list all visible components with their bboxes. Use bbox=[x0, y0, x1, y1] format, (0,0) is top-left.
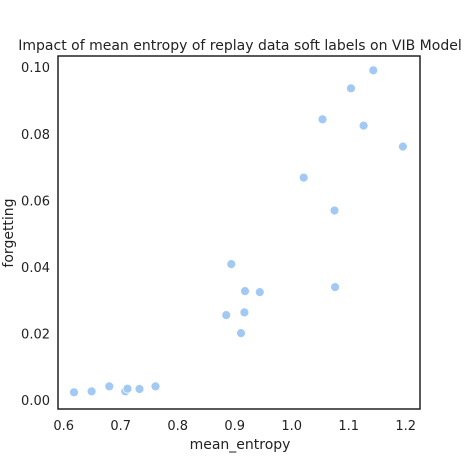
x-axis-label: mean_entropy bbox=[190, 437, 291, 453]
scatter-point bbox=[368, 65, 379, 76]
scatter-point bbox=[226, 259, 237, 270]
scatter-point bbox=[239, 307, 250, 318]
plot-frame bbox=[57, 55, 421, 410]
y-tick-label: 0.00 bbox=[21, 394, 50, 409]
scatter-point bbox=[221, 310, 232, 321]
x-tick-label: 1.2 bbox=[395, 419, 416, 434]
y-tick-label: 0.02 bbox=[21, 328, 50, 343]
y-tick-labels: 0.00 0.02 0.04 0.06 0.08 0.10 bbox=[21, 61, 50, 409]
y-tick-label: 0.06 bbox=[21, 194, 50, 209]
scatter-point bbox=[397, 141, 408, 152]
scatter-point bbox=[358, 120, 369, 131]
x-tick-label: 1.0 bbox=[281, 419, 302, 434]
scatter-point bbox=[122, 383, 133, 394]
scatter-point bbox=[86, 386, 97, 397]
x-tick-label: 0.7 bbox=[110, 419, 131, 434]
y-tick-label: 0.08 bbox=[21, 128, 50, 143]
x-tick-label: 1.1 bbox=[338, 419, 359, 434]
x-tick-label: 0.6 bbox=[53, 419, 74, 434]
scatter-point bbox=[69, 387, 79, 398]
scatter-point bbox=[254, 287, 265, 298]
y-tick-label: 0.10 bbox=[21, 61, 50, 76]
y-tick-label: 0.04 bbox=[21, 261, 50, 276]
y-axis-label: forgetting bbox=[1, 198, 17, 267]
points-layer bbox=[69, 65, 408, 398]
scatter-point bbox=[329, 205, 340, 216]
x-tick-label: 0.8 bbox=[167, 419, 188, 434]
scatter-point bbox=[150, 381, 161, 392]
scatter-point bbox=[236, 328, 246, 339]
scatter-point bbox=[240, 286, 250, 297]
scatter-point bbox=[346, 83, 356, 94]
scatter-point bbox=[104, 381, 115, 392]
x-tick-label: 0.9 bbox=[224, 419, 245, 434]
scatter-point bbox=[298, 172, 309, 183]
x-tick-labels: 0.6 0.7 0.8 0.9 1.0 1.1 1.2 bbox=[53, 419, 416, 434]
scatter-point bbox=[134, 384, 145, 394]
chart-title: Impact of mean entropy of replay data so… bbox=[18, 38, 461, 54]
scatter-point bbox=[317, 114, 328, 125]
scatter-point bbox=[330, 282, 341, 293]
